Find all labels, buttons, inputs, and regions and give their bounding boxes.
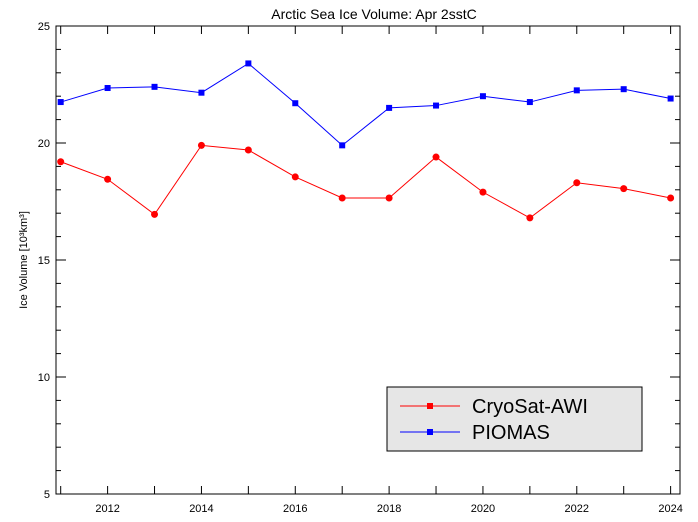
x-tick-label: 2012 bbox=[95, 503, 119, 515]
x-tick-label: 2024 bbox=[658, 503, 682, 515]
data-point bbox=[433, 102, 440, 109]
data-point bbox=[667, 194, 675, 202]
y-tick-label: 5 bbox=[44, 489, 50, 501]
data-point bbox=[151, 210, 159, 218]
data-point bbox=[573, 179, 581, 187]
data-point bbox=[151, 83, 158, 90]
y-tick-label: 20 bbox=[38, 138, 50, 150]
data-point bbox=[667, 95, 674, 102]
data-point bbox=[245, 60, 252, 67]
data-point bbox=[291, 173, 299, 181]
series-layer bbox=[57, 60, 675, 222]
data-point bbox=[479, 93, 486, 100]
data-point bbox=[573, 87, 580, 94]
legend-marker bbox=[427, 403, 433, 409]
legend-label: PIOMAS bbox=[472, 422, 550, 444]
y-axis-label: Ice Volume [10³km³] bbox=[18, 211, 30, 309]
data-point bbox=[385, 194, 393, 202]
data-point bbox=[479, 188, 487, 196]
y-tick-label: 25 bbox=[38, 21, 50, 33]
chart-title: Arctic Sea Ice Volume: Apr 2sstC bbox=[271, 6, 476, 22]
data-point bbox=[197, 141, 205, 149]
data-point bbox=[339, 142, 346, 149]
data-point bbox=[386, 104, 393, 111]
data-point bbox=[104, 85, 111, 92]
y-tick-label: 15 bbox=[38, 255, 50, 267]
x-tick-label: 2022 bbox=[565, 503, 589, 515]
x-tick-label: 2020 bbox=[471, 503, 495, 515]
data-point bbox=[526, 99, 533, 106]
data-point bbox=[620, 185, 628, 193]
legend-box bbox=[386, 386, 643, 452]
data-point bbox=[526, 214, 534, 222]
data-point bbox=[104, 175, 112, 183]
x-tick-label: 2014 bbox=[189, 503, 213, 515]
legend: CryoSat-AWI PIOMAS bbox=[386, 386, 643, 452]
data-point bbox=[432, 153, 440, 161]
series-line-1 bbox=[60, 62, 671, 146]
y-tick-label: 10 bbox=[38, 372, 50, 384]
legend-marker bbox=[427, 429, 433, 435]
data-point bbox=[292, 100, 299, 107]
data-point bbox=[620, 86, 627, 93]
data-point bbox=[244, 146, 252, 154]
legend-label: CryoSat-AWI bbox=[472, 396, 588, 418]
x-tick-label: 2016 bbox=[283, 503, 307, 515]
x-tick-label: 2018 bbox=[377, 503, 401, 515]
data-point bbox=[57, 99, 64, 106]
axis-ticks: 2012 2014 2016 2018 2020 2022 2024 5 10 15 20 25 bbox=[38, 21, 683, 515]
data-point bbox=[198, 89, 205, 96]
data-point bbox=[57, 158, 65, 166]
data-point bbox=[338, 194, 346, 202]
series-line-0 bbox=[60, 144, 671, 219]
